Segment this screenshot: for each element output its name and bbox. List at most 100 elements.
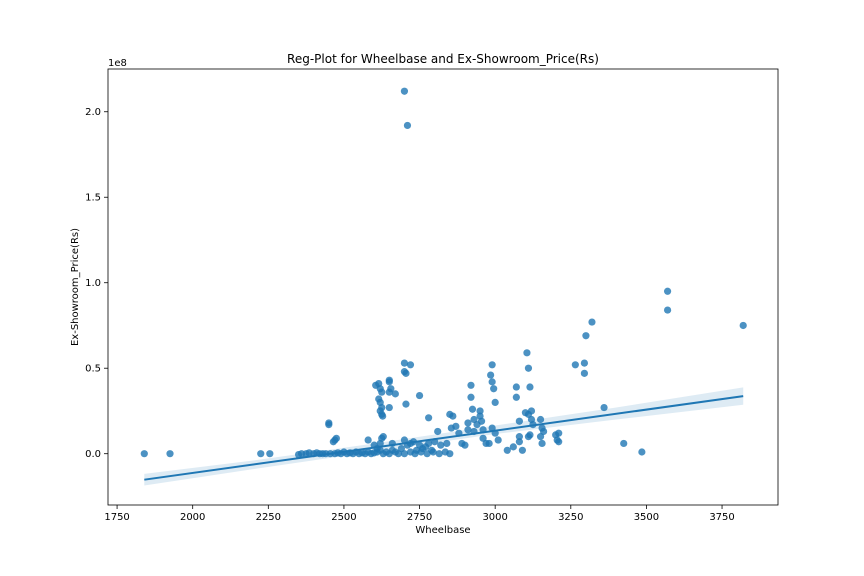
scatter-point — [385, 403, 393, 412]
scatter-point — [515, 433, 523, 441]
chart-title: Reg-Plot for Wheelbase and Ex-Showroom_P… — [287, 52, 599, 66]
scatter-point — [378, 434, 386, 442]
scatter-point — [425, 414, 433, 422]
scatter-point — [406, 361, 415, 369]
scatter-point — [140, 450, 148, 458]
scatter-points-layer — [140, 87, 747, 459]
x-tick-label: 1750 — [104, 512, 129, 523]
scatter-point — [402, 369, 410, 377]
scatter-point — [332, 434, 340, 442]
scatter-point — [588, 318, 596, 326]
scatter-point — [488, 378, 496, 386]
y-tick-label: 1.5 — [85, 193, 101, 204]
x-tick-label: 3250 — [558, 512, 583, 523]
scatter-point — [411, 450, 419, 458]
scatter-point — [385, 378, 393, 386]
scatter-point — [425, 439, 433, 448]
scatter-point — [555, 429, 563, 437]
scatter-point — [449, 412, 457, 420]
x-tick-label: 3500 — [634, 512, 659, 523]
scatter-point — [515, 438, 523, 446]
plot-frame — [107, 68, 779, 506]
y-axis-scale-label: 1e8 — [108, 58, 127, 69]
scatter-point — [571, 361, 579, 369]
scatter-point — [166, 450, 174, 458]
scatter-point — [461, 441, 469, 449]
scatter-point — [437, 441, 445, 449]
scatter-point — [526, 383, 534, 391]
scatter-point — [488, 361, 496, 369]
scatter-point — [538, 439, 546, 448]
scatter-point — [467, 393, 475, 401]
scatter-point — [503, 446, 511, 454]
scatter-point — [518, 446, 527, 454]
scatter-point — [494, 436, 502, 444]
x-tick-label: 3750 — [709, 512, 734, 523]
scatter-point — [423, 450, 431, 458]
scatter-point — [446, 450, 454, 458]
scatter-point — [468, 405, 477, 413]
regression-line — [144, 395, 744, 481]
scatter-point — [638, 448, 646, 456]
scatter-point — [582, 332, 590, 340]
scatter-point — [536, 433, 545, 441]
scatter-point — [257, 450, 265, 458]
scatter-point — [739, 321, 747, 330]
scatter-point — [527, 407, 536, 415]
scatter-point — [509, 443, 517, 451]
scatter-point — [400, 87, 409, 95]
x-tick-label: 2500 — [331, 512, 356, 523]
scatter-point — [364, 436, 372, 444]
scatter-point — [600, 403, 608, 412]
y-tick-label: 0.5 — [85, 364, 101, 375]
y-tick-label: 0.0 — [85, 449, 101, 460]
scatter-point — [663, 306, 672, 314]
scatter-point — [379, 412, 387, 420]
scatter-point — [536, 415, 545, 424]
scatter-point — [515, 417, 523, 425]
scatter-point — [434, 427, 442, 436]
scatter-point — [402, 400, 410, 408]
confidence-band — [144, 387, 744, 486]
scatter-point — [464, 419, 472, 427]
scatter-point — [487, 371, 495, 379]
scatter-point — [429, 448, 437, 456]
scatter-point — [663, 287, 672, 295]
y-tick-label: 2.0 — [85, 107, 101, 118]
x-tick-label: 2750 — [407, 512, 432, 523]
scatter-point — [524, 364, 533, 372]
scatter-point — [464, 426, 472, 434]
scatter-point — [580, 369, 589, 377]
scatter-point — [417, 448, 425, 456]
scatter-point — [385, 388, 393, 396]
regression-line-layer — [144, 395, 744, 481]
scatter-point — [476, 407, 484, 415]
x-axis-label: Wheelbase — [415, 525, 470, 536]
x-tick-label: 2000 — [180, 512, 205, 523]
scatter-point — [400, 359, 409, 367]
scatter-point — [266, 450, 274, 458]
x-axis-ticks: 1750 2000 2250 2500 2750 3000 3250 3500 3750 — [104, 505, 735, 523]
scatter-point — [523, 349, 531, 357]
scatter-point — [524, 433, 533, 441]
scatter-point — [485, 439, 493, 448]
confidence-band-layer — [144, 387, 744, 486]
scatter-point — [435, 450, 443, 458]
scatter-point — [443, 439, 451, 448]
scatter-point — [391, 390, 399, 398]
scatter-point — [403, 121, 412, 130]
scatter-point — [400, 450, 409, 458]
x-tick-label: 3000 — [482, 512, 507, 523]
scatter-point — [452, 422, 460, 430]
scatter-point — [378, 388, 386, 396]
y-axis-label: Ex-Showroom_Price(Rs) — [70, 228, 81, 346]
scatter-point — [620, 439, 628, 448]
scatter-point — [580, 359, 589, 367]
scatter-point — [415, 391, 424, 400]
y-tick-label: 1.0 — [85, 278, 101, 289]
y-axis-ticks: 0.0 0.5 1.0 1.5 2.0 — [85, 107, 108, 460]
scatter-point — [467, 381, 475, 389]
scatter-point — [325, 421, 333, 429]
scatter-point — [512, 383, 520, 391]
